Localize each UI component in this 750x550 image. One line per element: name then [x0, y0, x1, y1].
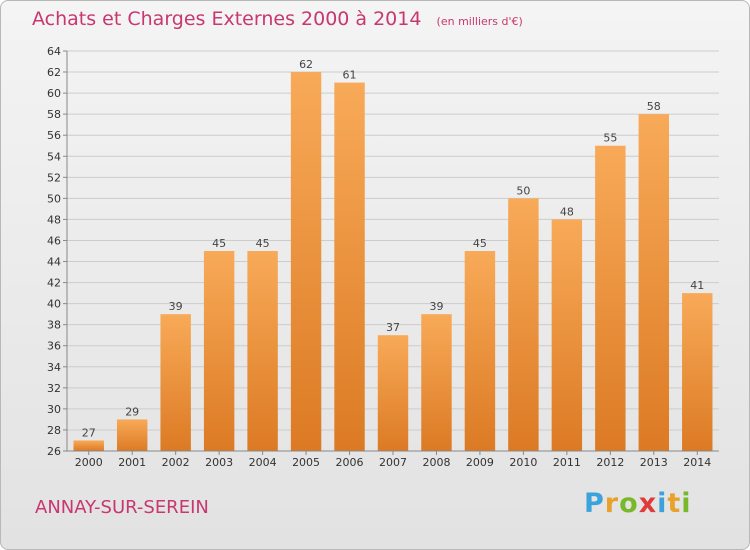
y-tick-label: 48 [47, 213, 61, 226]
bar-value-label: 29 [125, 405, 139, 418]
y-tick-label: 50 [47, 192, 61, 205]
y-tick-label: 56 [47, 129, 61, 142]
bar-value-label: 58 [647, 100, 661, 113]
y-tick-label: 40 [47, 298, 61, 311]
x-tick-label: 2001 [118, 456, 146, 469]
bar-value-label: 45 [473, 237, 487, 250]
bar-2008 [421, 314, 452, 451]
bar-value-label: 62 [299, 58, 313, 71]
y-tick-label: 60 [47, 87, 61, 100]
bar-2002 [160, 314, 191, 451]
bar-value-label: 39 [169, 300, 183, 313]
bar-value-label: 39 [429, 300, 443, 313]
bar-2006 [334, 82, 365, 451]
x-tick-label: 2009 [466, 456, 494, 469]
logo-letter: i [681, 488, 692, 519]
logo-letter: t [667, 488, 682, 519]
x-tick-label: 2011 [553, 456, 581, 469]
x-tick-label: 2012 [596, 456, 624, 469]
y-tick-label: 42 [47, 277, 61, 290]
bar-value-label: 27 [82, 426, 96, 439]
x-tick-label: 2000 [75, 456, 103, 469]
bar-2010 [508, 198, 539, 451]
x-tick-label: 2005 [292, 456, 320, 469]
x-tick-label: 2010 [509, 456, 537, 469]
logo-letter: P [584, 488, 605, 519]
y-tick-label: 38 [47, 319, 61, 332]
bar-2013 [638, 114, 670, 451]
bar-2011 [551, 219, 583, 451]
bar-2007 [377, 335, 409, 451]
x-tick-label: 2014 [683, 456, 711, 469]
bar-2009 [464, 251, 496, 451]
bar-2004 [247, 251, 278, 451]
x-tick-label: 2004 [249, 456, 277, 469]
bar-value-label: 37 [386, 321, 400, 334]
bar-2014 [682, 293, 713, 451]
bar-value-label: 45 [256, 237, 270, 250]
chart-title-block: Achats et Charges Externes 2000 à 2014 (… [32, 8, 523, 30]
chart-title: Achats et Charges Externes 2000 à 2014 [32, 8, 422, 30]
y-tick-label: 52 [47, 171, 61, 184]
bar-2012 [595, 145, 626, 451]
bar-value-label: 48 [560, 205, 574, 218]
y-tick-label: 28 [47, 424, 61, 437]
bar-2003 [203, 251, 235, 451]
x-tick-label: 2013 [640, 456, 668, 469]
bar-value-label: 41 [690, 279, 704, 292]
logo-letter: r [604, 488, 620, 519]
y-tick-label: 30 [47, 403, 61, 416]
logo-letter: o [619, 488, 639, 519]
logo-letter: x [638, 488, 658, 519]
chart-unit: (en milliers d'€) [436, 15, 523, 28]
bar-2000 [73, 440, 104, 451]
y-tick-label: 46 [47, 234, 61, 247]
bar-value-label: 45 [212, 237, 226, 250]
logo-letter: i [657, 488, 668, 519]
x-tick-label: 2006 [336, 456, 364, 469]
y-tick-label: 32 [47, 382, 61, 395]
bar-value-label: 61 [343, 69, 357, 82]
bar-value-label: 50 [516, 184, 530, 197]
y-tick-label: 34 [47, 361, 61, 374]
x-tick-label: 2002 [162, 456, 190, 469]
bar-value-label: 55 [603, 132, 617, 145]
y-tick-label: 44 [47, 256, 61, 269]
y-tick-label: 58 [47, 108, 61, 121]
y-tick-label: 62 [47, 66, 61, 79]
x-tick-label: 2007 [379, 456, 407, 469]
y-tick-label: 26 [47, 445, 61, 458]
y-tick-label: 36 [47, 340, 61, 353]
x-tick-label: 2003 [205, 456, 233, 469]
proxiti-logo[interactable]: Proxiti [584, 488, 692, 519]
bar-2001 [116, 419, 148, 451]
bar-2005 [290, 72, 322, 451]
y-tick-label: 64 [47, 45, 61, 58]
y-tick-label: 54 [47, 150, 61, 163]
x-tick-label: 2008 [422, 456, 450, 469]
city-name: ANNAY-SUR-SEREIN [35, 497, 209, 518]
